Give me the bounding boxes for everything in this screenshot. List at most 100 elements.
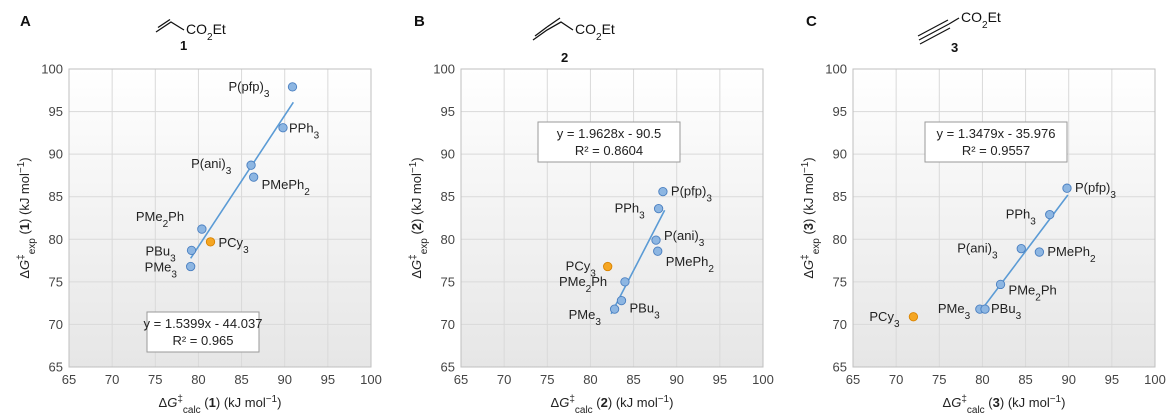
y-tick-label: 90 <box>441 147 455 162</box>
y-tick-label: 70 <box>441 317 455 332</box>
x-tick-label: 65 <box>62 372 76 387</box>
y-tick-label: 65 <box>49 360 63 375</box>
point-label: P(ani)3 <box>957 241 998 262</box>
y-axis-label: ΔG‡exp (3) (kJ mol−1) <box>800 157 822 278</box>
x-tick-label: 95 <box>1105 372 1119 387</box>
data-point <box>658 186 668 197</box>
point-label: PBu3 <box>629 301 660 322</box>
compound-number: 2 <box>561 50 568 65</box>
x-axis-label: ΔG‡calc (2) (kJ mol−1) <box>551 394 674 416</box>
data-point <box>1062 183 1072 193</box>
x-tick-label: 100 <box>1144 372 1166 387</box>
x-tick-label: 80 <box>583 372 597 387</box>
x-tick-label: 75 <box>148 372 162 387</box>
x-tick-label: 65 <box>454 372 468 387</box>
y-tick-label: 100 <box>433 62 455 77</box>
substituent-label: CO2Et <box>186 21 226 43</box>
panel-c: 65 70 75 80 85 90 95 100 65 70 75 80 85 90 95 100 ΔG‡cal… <box>800 9 1166 416</box>
data-point <box>980 304 990 314</box>
point-label: PMe2Ph <box>559 274 607 295</box>
plot-area <box>853 69 1155 367</box>
panel-a: 65 70 75 80 85 90 95 100 65 70 75 80 85 90 95 100 ΔG‡cal… <box>16 13 382 416</box>
data-point <box>186 245 197 256</box>
y-tick-label: 90 <box>49 147 63 162</box>
data-point <box>616 295 627 306</box>
x-tick-label: 100 <box>752 372 774 387</box>
point-label: PMePh2 <box>262 177 311 198</box>
x-tick-label: 80 <box>975 372 989 387</box>
substituent-label: CO2Et <box>961 9 1001 31</box>
compound-number: 1 <box>180 38 187 53</box>
trendline <box>189 101 295 259</box>
panel-letter: C <box>806 13 817 30</box>
y-tick-label: 75 <box>833 274 847 289</box>
data-point <box>908 312 919 322</box>
r-squared: R² = 0.965 <box>172 333 233 348</box>
point-label: PCy3 <box>869 309 900 330</box>
y-tick-label: 80 <box>49 232 63 247</box>
x-tick-label: 100 <box>360 372 382 387</box>
equation-box <box>924 121 1068 163</box>
x-tick-label: 85 <box>626 372 640 387</box>
y-tick-label: 75 <box>441 274 455 289</box>
x-tick-label: 70 <box>105 372 119 387</box>
y-tick-label: 95 <box>49 104 63 119</box>
plot-area <box>461 69 763 367</box>
data-point <box>609 304 620 314</box>
data-point <box>287 82 298 92</box>
x-tick-label: 85 <box>1018 372 1032 387</box>
point-label: PMe2Ph <box>136 209 184 230</box>
equation-box <box>146 311 260 353</box>
data-point <box>197 224 207 234</box>
point-label: PBu3 <box>991 301 1022 322</box>
x-tick-label: 70 <box>497 372 511 387</box>
point-label: PMe3 <box>938 301 971 322</box>
y-tick-label: 85 <box>49 189 63 204</box>
x-tick-label: 70 <box>889 372 903 387</box>
r-squared: R² = 0.9557 <box>962 143 1030 158</box>
y-axis-label: ΔG‡exp (2) (kJ mol−1) <box>408 157 430 278</box>
data-point <box>995 279 1006 290</box>
r-squared: R² = 0.8604 <box>575 143 643 158</box>
fit-equation: y = 1.5399x - 44.037 <box>144 316 263 331</box>
point-label: PPh3 <box>1006 207 1037 228</box>
data-point <box>651 235 661 245</box>
y-tick-label: 65 <box>441 360 455 375</box>
point-label: PCy3 <box>566 259 597 280</box>
x-tick-label: 90 <box>669 372 683 387</box>
x-axis-label: ΔG‡calc (1) (kJ mol−1) <box>159 394 282 416</box>
point-label: PCy3 <box>219 235 250 256</box>
plot-border <box>68 68 372 368</box>
x-tick-label: 75 <box>540 372 554 387</box>
data-point <box>603 261 613 272</box>
fit-equation: y = 1.3479x - 35.976 <box>937 126 1056 141</box>
equation-box <box>537 121 681 163</box>
substituent-label: CO2Et <box>575 21 615 43</box>
x-tick-label: 95 <box>321 372 335 387</box>
y-tick-label: 65 <box>833 360 847 375</box>
x-axis-label: ΔG‡calc (3) (kJ mol−1) <box>943 394 1066 416</box>
y-tick-label: 95 <box>441 104 455 119</box>
data-point <box>1045 209 1055 220</box>
point-label: PMePh2 <box>666 254 715 275</box>
compound-number: 3 <box>951 40 958 55</box>
point-label: P(pfp)3 <box>671 184 712 205</box>
y-tick-label: 70 <box>833 317 847 332</box>
point-label: P(pfp)3 <box>1075 180 1116 201</box>
y-tick-label: 75 <box>49 274 63 289</box>
y-tick-label: 95 <box>833 104 847 119</box>
point-label: PMe3 <box>145 260 178 281</box>
panel-letter: B <box>414 13 425 30</box>
x-tick-label: 85 <box>234 372 248 387</box>
data-point <box>620 277 630 287</box>
y-tick-label: 85 <box>833 189 847 204</box>
x-tick-label: 65 <box>846 372 860 387</box>
x-tick-label: 75 <box>932 372 946 387</box>
x-tick-label: 90 <box>1061 372 1075 387</box>
panel-letter: A <box>20 13 31 30</box>
data-point <box>1016 244 1026 254</box>
point-label: PMe3 <box>569 307 602 328</box>
data-point <box>1034 247 1045 257</box>
x-tick-label: 95 <box>713 372 727 387</box>
